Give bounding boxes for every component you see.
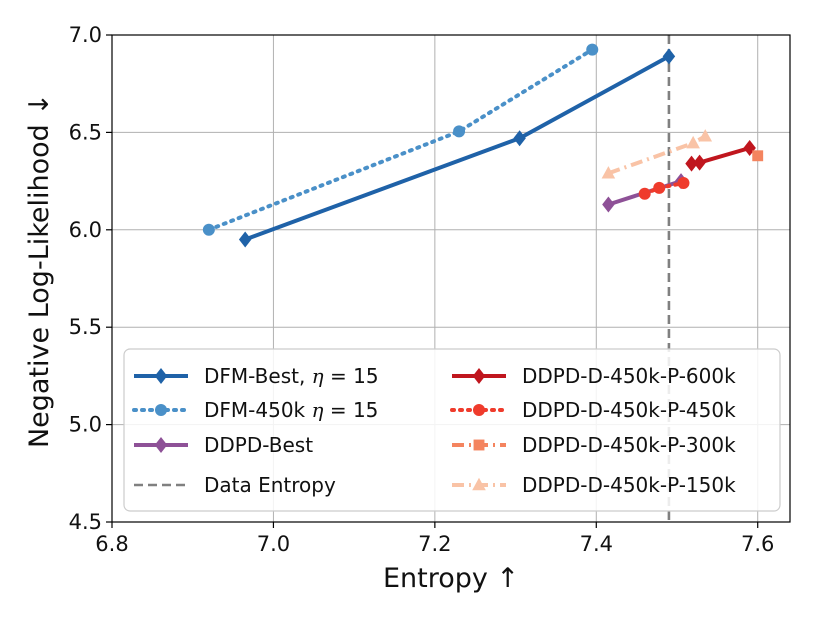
data-point	[202, 223, 215, 236]
legend-label-main: DDPD-D-450k-P-450k	[522, 398, 736, 422]
x-axis-label: Entropy ↑	[383, 563, 519, 594]
legend-label-main: DDPD-D-450k-P-150k	[522, 473, 736, 497]
legend-label-suffix: = 15	[323, 398, 378, 422]
legend-label: DDPD-D-450k-P-450k	[522, 398, 736, 422]
data-point	[638, 187, 651, 200]
series-dfm-best	[238, 48, 676, 248]
legend-label: DFM-450k η = 15	[204, 398, 378, 422]
y-tick-label: 5.5	[69, 315, 102, 339]
data-point	[586, 43, 599, 56]
legend-item: Data Entropy	[134, 473, 336, 497]
legend-item: DDPD-D-450k-P-300k	[452, 433, 736, 457]
data-point	[662, 48, 676, 65]
legend-item: DFM-450k η = 15	[132, 398, 378, 422]
legend-item: DDPD-D-450k-P-600k	[452, 364, 736, 388]
legend-marker	[472, 477, 486, 491]
x-tick-label: 7.4	[580, 532, 613, 556]
y-axis-label: Negative Log-Likelihood ↓	[24, 93, 55, 448]
y-tick-label: 6.5	[69, 120, 102, 144]
legend-label-main: DFM-Best,	[204, 364, 312, 388]
data-point	[453, 125, 466, 138]
data-point	[698, 129, 713, 142]
legend-label-main: DDPD-D-450k-P-300k	[522, 433, 736, 457]
legend-marker	[154, 437, 168, 453]
data-point	[693, 154, 706, 171]
series-line	[244, 54, 670, 242]
legend-item: DDPD-D-450k-P-150k	[452, 473, 736, 497]
legend-label-eta: η	[312, 398, 324, 422]
y-tick-label: 7.0	[69, 23, 102, 47]
y-tick-label: 4.5	[69, 510, 102, 534]
series-line	[206, 47, 595, 232]
x-tick-label: 7.0	[257, 532, 290, 556]
data-point	[601, 166, 616, 179]
x-tick-label: 7.6	[741, 532, 774, 556]
legend-marker	[154, 368, 168, 384]
legend-marker	[473, 404, 485, 416]
legend-label-main: DDPD-Best	[204, 433, 313, 457]
legend-item: DFM-Best, η = 15	[134, 364, 379, 388]
legend-label-main: DDPD-D-450k-P-600k	[522, 364, 736, 388]
x-tick-label: 7.2	[418, 532, 451, 556]
series-dfm-450k	[202, 43, 599, 236]
legend-label: DDPD-Best	[204, 433, 313, 457]
data-point	[602, 196, 615, 213]
legend-marker	[155, 404, 167, 416]
data-point	[752, 150, 764, 162]
data-point	[685, 155, 698, 172]
data-point	[686, 135, 700, 149]
legend-label: DDPD-D-450k-P-300k	[522, 433, 736, 457]
x-tick-label: 6.8	[95, 532, 128, 556]
series-ddpd-d-450k-p-450k	[638, 177, 690, 200]
legend-marker	[473, 439, 485, 451]
legend-label-suffix: = 15	[324, 364, 379, 388]
legend-item: DDPD-Best	[134, 433, 313, 457]
legend-label-main: DFM-450k	[204, 398, 312, 422]
legend-item: DDPD-D-450k-P-450k	[450, 398, 736, 422]
legend-label: DDPD-D-450k-P-150k	[522, 473, 736, 497]
legend-label: DDPD-D-450k-P-600k	[522, 364, 736, 388]
series-ddpd-d-450k-p-150k	[601, 129, 713, 179]
plot-frame	[111, 34, 791, 523]
y-tick-label: 6.0	[69, 218, 102, 242]
legend-box	[123, 348, 781, 512]
data-point	[238, 231, 252, 248]
series-ddpd-d-450k-p-300k	[752, 150, 764, 162]
ticks: 6.8 7.0 7.2 7.4 7.6 4.5 5.0 5.5 6.0 6.5 7.0	[69, 23, 775, 556]
legend-label: Data Entropy	[204, 473, 336, 497]
data-point	[653, 181, 666, 194]
data-point	[513, 130, 526, 147]
legend-marker	[472, 368, 486, 384]
y-tick-label: 5.0	[69, 413, 102, 437]
series-layer	[202, 43, 764, 248]
legend-label: DFM-Best, η = 15	[204, 364, 379, 388]
legend-label-eta: η	[312, 364, 324, 388]
data-point	[677, 177, 690, 190]
